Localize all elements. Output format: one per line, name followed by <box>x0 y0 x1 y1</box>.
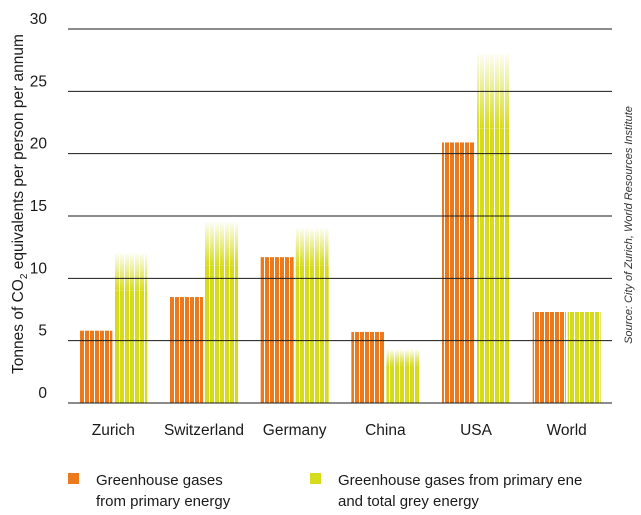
legend-label-primary-line1: Greenhouse gases <box>96 472 223 489</box>
chart: 0 5 10 15 20 25 30 Zurich Switzerland Germany Chi… <box>10 11 635 439</box>
y-axis-label-suffix: equivalents per person per annum <box>10 34 27 274</box>
legend-label-total: Greenhouse gases from primary ene and to… <box>338 470 582 512</box>
y-tick-label: 20 <box>30 136 48 153</box>
source-note: Source: City of Zurich, World Resources … <box>623 106 635 344</box>
bar-primary-zurich <box>79 330 113 403</box>
bar-total-world <box>567 311 601 403</box>
bar-total-switzerland <box>205 265 238 403</box>
bar-primary-china <box>351 331 385 403</box>
y-tick-labels: 0 5 10 15 20 25 30 <box>30 11 48 402</box>
y-tick-label: 30 <box>30 11 48 28</box>
bar-primary-usa <box>442 142 475 404</box>
x-tick-label: China <box>365 422 406 439</box>
y-tick-label: 0 <box>38 385 47 402</box>
x-tick-labels: Zurich Switzerland Germany China USA World <box>92 422 587 439</box>
bar-total-zurich <box>114 290 148 403</box>
bar-total-fade-zurich <box>114 253 148 291</box>
bar-total-fade-germany <box>295 228 329 266</box>
x-tick-label: Zurich <box>92 422 135 439</box>
x-tick-label: USA <box>460 422 493 439</box>
bar-total-germany <box>295 265 329 403</box>
y-axis-label-sub: 2 <box>19 273 30 279</box>
y-axis-label: Tonnes of CO2 equivalents per person per… <box>10 34 30 374</box>
bars-group <box>79 53 601 404</box>
bar-total-fade-switzerland <box>205 222 238 266</box>
x-tick-label: Germany <box>263 422 327 439</box>
bar-primary-switzerland <box>170 297 203 403</box>
legend-label-total-line1: Greenhouse gases from primary ene <box>338 472 583 489</box>
y-tick-label: 10 <box>30 260 48 277</box>
y-tick-label: 15 <box>30 198 47 215</box>
y-tick-label: 5 <box>38 323 47 340</box>
bar-total-china <box>386 365 420 403</box>
bar-total-usa <box>477 128 510 403</box>
bar-primary-germany <box>260 257 294 403</box>
y-tick-label: 25 <box>30 73 47 90</box>
bar-total-fade-china <box>386 349 420 366</box>
legend: Greenhouse gases from primary energy Gre… <box>68 470 641 515</box>
legend-swatch-total <box>310 473 321 484</box>
legend-swatch-primary <box>68 473 79 484</box>
x-tick-label: World <box>547 422 587 439</box>
legend-label-total-line2: and total grey energy <box>338 493 479 510</box>
bar-primary-world <box>532 311 566 403</box>
gridlines <box>68 28 612 404</box>
x-tick-label: Switzerland <box>164 422 244 439</box>
legend-label-primary-line2: from primary energy <box>96 493 231 510</box>
legend-label-primary: Greenhouse gases from primary energy <box>96 470 230 512</box>
y-axis-label-prefix: Tonnes of CO <box>10 279 27 374</box>
